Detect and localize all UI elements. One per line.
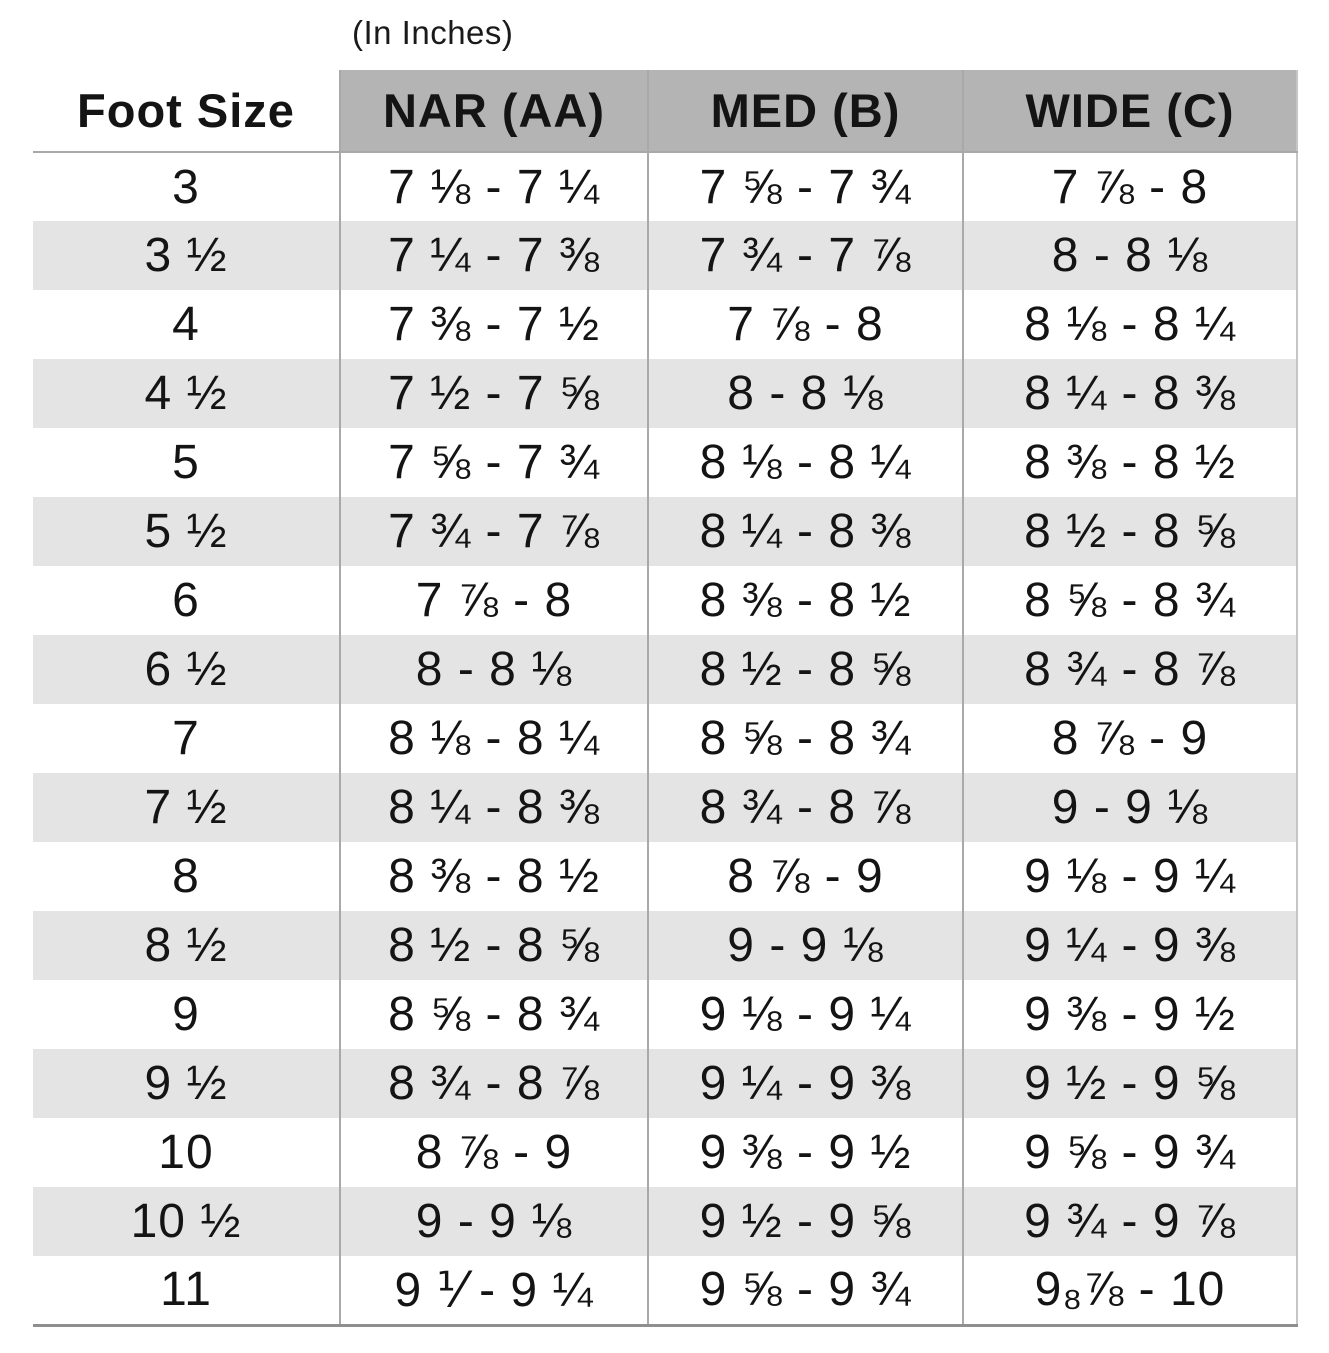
wide-cell: 9 ⅛ - 9 ¼ bbox=[962, 842, 1298, 911]
wide-cell: 9 - 9 ⅛ bbox=[962, 773, 1298, 842]
med-cell: 9 ⅝ - 9 ¾ bbox=[647, 1256, 963, 1327]
med-cell: 8 ⅞ - 9 bbox=[647, 842, 963, 911]
foot-size-cell: 9 bbox=[172, 988, 200, 1041]
nar-cell: 9 ⅟ - 9 ¼ bbox=[339, 1256, 648, 1327]
foot-size-cell: 10 bbox=[158, 1126, 214, 1179]
nar-cell: 7 ⅜ - 7 ½ bbox=[339, 290, 648, 359]
wide-cell: 9 ¾ - 9 ⅞ bbox=[962, 1187, 1298, 1256]
foot-size-cell: 8 bbox=[172, 850, 200, 903]
med-cell: 7 ⅝ - 7 ¾ bbox=[647, 152, 963, 221]
med-cell: 9 - 9 ⅛ bbox=[647, 911, 963, 980]
med-cell: 8 ¼ - 8 ⅜ bbox=[647, 497, 963, 566]
foot-size-cell: 5 bbox=[172, 436, 200, 489]
med-cell: 8 ⅛ - 8 ¼ bbox=[647, 428, 963, 497]
nar-cell: 7 ⅞ - 8 bbox=[339, 566, 648, 635]
med-cell: 7 ¾ - 7 ⅞ bbox=[647, 221, 963, 290]
foot-size-cell: 8 ½ bbox=[144, 919, 228, 972]
wide-cell: 9 ½ - 9 ⅝ bbox=[962, 1049, 1298, 1118]
med-cell: 7 ⅞ - 8 bbox=[647, 290, 963, 359]
foot-size-cell: 4 ½ bbox=[144, 367, 228, 420]
foot-size-cell: 3 ½ bbox=[144, 229, 228, 282]
wide-cell: 8 ⅞ - 9 bbox=[962, 704, 1298, 773]
med-cell: 8 - 8 ⅛ bbox=[647, 359, 963, 428]
wide-cell: 8 ⅛ - 8 ¼ bbox=[962, 290, 1298, 359]
foot-size-cell: 5 ½ bbox=[144, 505, 228, 558]
foot-size-cell: 10 ½ bbox=[130, 1195, 242, 1248]
wide-cell: 8 ¾ - 8 ⅞ bbox=[962, 635, 1298, 704]
wide-cell: 9 ¼ - 9 ⅜ bbox=[962, 911, 1298, 980]
foot-size-cell: 9 ½ bbox=[144, 1057, 228, 1110]
med-cell: 9 ½ - 9 ⅝ bbox=[647, 1187, 963, 1256]
size-table: Foot Size NAR (AA) MED (B) WIDE (C) 3 7 ⅛… bbox=[33, 70, 1298, 1327]
wide-cell: 9 ⅜ - 9 ½ bbox=[962, 980, 1298, 1049]
nar-cell: 8 ⅛ - 8 ¼ bbox=[339, 704, 648, 773]
column-header-med: MED (B) bbox=[647, 70, 963, 153]
foot-size-cell: 4 bbox=[172, 298, 200, 351]
med-cell: 9 ⅛ - 9 ¼ bbox=[647, 980, 963, 1049]
foot-size-cell: 6 bbox=[172, 574, 200, 627]
nar-cell: 7 ⅝ - 7 ¾ bbox=[339, 428, 648, 497]
nar-cell: 9 - 9 ⅛ bbox=[339, 1187, 648, 1256]
med-cell: 9 ¼ - 9 ⅜ bbox=[647, 1049, 963, 1118]
header-row: Foot Size NAR (AA) MED (B) WIDE (C) bbox=[33, 70, 1298, 153]
foot-size-cell: 3 bbox=[172, 160, 200, 214]
med-cell: 8 ⅝ - 8 ¾ bbox=[647, 704, 963, 773]
nar-cell: 8 ⅞ - 9 bbox=[339, 1118, 648, 1187]
units-label: (In Inches) bbox=[352, 14, 514, 51]
med-cell: 8 ⅜ - 8 ½ bbox=[647, 566, 963, 635]
nar-cell: 7 ¾ - 7 ⅞ bbox=[339, 497, 648, 566]
wide-cell: 8 ¼ - 8 ⅜ bbox=[962, 359, 1298, 428]
nar-cell: 8 ⅝ - 8 ¾ bbox=[339, 980, 648, 1049]
nar-cell: 8 ⅜ - 8 ½ bbox=[339, 842, 648, 911]
nar-cell: 8 ¼ - 8 ⅜ bbox=[339, 773, 648, 842]
med-cell: 8 ¾ - 8 ⅞ bbox=[647, 773, 963, 842]
med-cell: 9 ⅜ - 9 ½ bbox=[647, 1118, 963, 1187]
wide-cell: 8 ½ - 8 ⅝ bbox=[962, 497, 1298, 566]
column-header-foot-size: Foot Size bbox=[33, 70, 340, 153]
wide-cell: 7 ⅞ - 8 bbox=[962, 152, 1298, 221]
nar-cell: 7 ½ - 7 ⅝ bbox=[339, 359, 648, 428]
column-header-wide: WIDE (C) bbox=[962, 70, 1298, 153]
nar-cell: 8 ½ - 8 ⅝ bbox=[339, 911, 648, 980]
nar-cell: 8 - 8 ⅛ bbox=[339, 635, 648, 704]
foot-size-cell: 7 ½ bbox=[144, 781, 228, 834]
nar-cell: 8 ¾ - 8 ⅞ bbox=[339, 1049, 648, 1118]
column-header-nar: NAR (AA) bbox=[339, 70, 648, 153]
wide-cell: 8 - 8 ⅛ bbox=[962, 221, 1298, 290]
nar-cell: 7 ⅛ - 7 ¼ bbox=[339, 152, 648, 221]
foot-size-cell: 7 bbox=[172, 712, 200, 765]
wide-cell: 8 ⅝ - 8 ¾ bbox=[962, 566, 1298, 635]
wide-cell: 9₈⅞ - 10 bbox=[962, 1256, 1298, 1327]
wide-cell: 8 ⅜ - 8 ½ bbox=[962, 428, 1298, 497]
foot-size-cell: 6 ½ bbox=[144, 643, 228, 696]
nar-cell: 7 ¼ - 7 ⅜ bbox=[339, 221, 648, 290]
med-cell: 8 ½ - 8 ⅝ bbox=[647, 635, 963, 704]
wide-cell: 9 ⅝ - 9 ¾ bbox=[962, 1118, 1298, 1187]
foot-size-cell: 11 bbox=[33, 1256, 340, 1327]
